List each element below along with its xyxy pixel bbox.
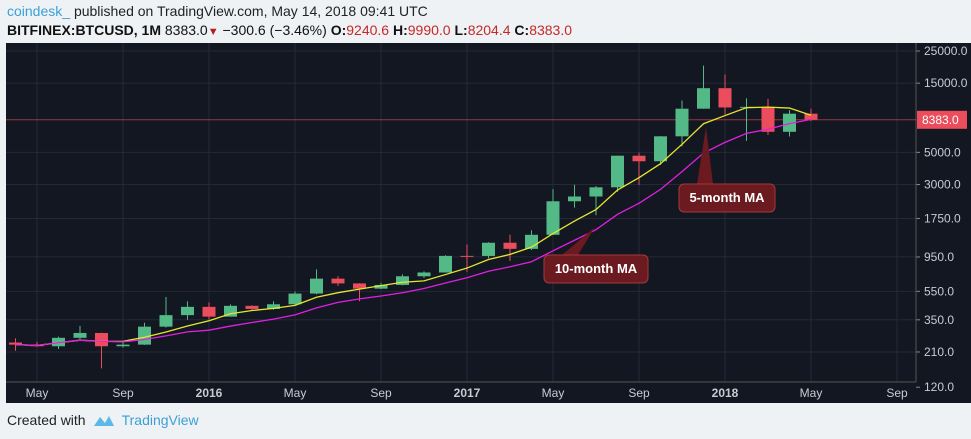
x-tick-label: May bbox=[542, 386, 565, 400]
candle-body bbox=[159, 315, 173, 327]
annotation-pointer bbox=[562, 227, 595, 255]
candle-body bbox=[460, 255, 474, 257]
price-change: −300.6 (−3.46%) bbox=[222, 22, 327, 38]
candle-body bbox=[288, 293, 302, 305]
y-tick-label: 15000.0 bbox=[924, 76, 968, 90]
candle-body bbox=[439, 255, 452, 273]
open-value: 9240.6 bbox=[346, 22, 390, 38]
y-tick-label: 550.0 bbox=[924, 284, 954, 298]
candle-body bbox=[654, 136, 667, 162]
candle-body bbox=[73, 332, 87, 338]
annotation-label: 5-month MA bbox=[689, 190, 765, 205]
symbol-info: BITFINEX:BTCUSD, 1M 8383.0▼ −300.6 (−3.4… bbox=[7, 22, 572, 38]
candle-body bbox=[503, 242, 517, 249]
candle-body bbox=[353, 283, 366, 289]
x-tick-label: 2016 bbox=[196, 386, 223, 400]
footer: Created with TradingView bbox=[7, 412, 199, 428]
candle-body bbox=[181, 306, 194, 316]
x-tick-label: May bbox=[26, 386, 49, 400]
symbol: BITFINEX:BTCUSD, 1M bbox=[7, 22, 161, 38]
candle-body bbox=[804, 113, 818, 120]
annotation-label: 10-month MA bbox=[555, 261, 638, 276]
chart-svg[interactable]: 25000.0 15000.0 5000.0 3000.0 1750.0 950.0 550… bbox=[6, 43, 971, 403]
candle-body bbox=[9, 342, 22, 345]
candle-body bbox=[761, 106, 775, 132]
x-tick-label: 2018 bbox=[712, 386, 739, 400]
candle-body bbox=[589, 187, 603, 197]
ma5-line bbox=[15, 106, 812, 347]
author-link[interactable]: coindesk_ bbox=[7, 3, 71, 19]
candle-body bbox=[396, 276, 409, 285]
annotation-box bbox=[678, 183, 776, 213]
last-price-label: 8383.0 bbox=[922, 113, 959, 127]
candle-body bbox=[267, 304, 280, 309]
tradingview-link[interactable]: TradingView bbox=[121, 412, 199, 428]
x-tick-label: May bbox=[284, 386, 307, 400]
y-tick-label: 210.0 bbox=[924, 345, 954, 359]
candle-body bbox=[52, 337, 65, 347]
candle-body bbox=[568, 196, 581, 202]
publish-info: coindesk_ published on TradingView.com, … bbox=[7, 3, 428, 19]
candle-body bbox=[224, 305, 237, 317]
x-tick-label: Sep bbox=[112, 386, 134, 400]
candle-body bbox=[718, 88, 732, 108]
y-tick-label: 950.0 bbox=[924, 250, 954, 264]
candle-body bbox=[632, 155, 646, 162]
close-label: C: bbox=[514, 22, 530, 38]
annotation-pointer bbox=[697, 127, 713, 184]
price-chart[interactable]: 25000.0 15000.0 5000.0 3000.0 1750.0 950.0 550… bbox=[6, 43, 971, 403]
y-tick-label: 5000.0 bbox=[924, 145, 961, 159]
x-tick-label: Sep bbox=[370, 386, 392, 400]
y-tick-label: 120.0 bbox=[924, 380, 954, 394]
ma10-line bbox=[15, 118, 812, 347]
created-with-text: Created with bbox=[7, 412, 86, 428]
candle-body bbox=[331, 278, 345, 284]
annotation-box bbox=[543, 254, 649, 284]
candle-body bbox=[482, 242, 495, 256]
open-label: O: bbox=[330, 22, 347, 38]
x-tick-label: Sep bbox=[628, 386, 650, 400]
candle-body bbox=[417, 272, 431, 277]
close-value: 8383.0 bbox=[529, 22, 573, 38]
high-value: 9990.0 bbox=[407, 22, 451, 38]
tradingview-logo-icon bbox=[93, 416, 114, 426]
candle-body bbox=[697, 88, 710, 109]
last-price-badge bbox=[917, 110, 967, 129]
y-tick-label: 3000.0 bbox=[924, 178, 961, 192]
low-value: 8204.4 bbox=[467, 22, 511, 38]
y-tick-label: 350.0 bbox=[924, 313, 954, 327]
candle-body bbox=[245, 305, 259, 309]
last-price: 8383.0 bbox=[164, 22, 208, 38]
y-tick-label: 25000.0 bbox=[924, 44, 968, 58]
candle-body bbox=[310, 278, 323, 294]
x-tick-label: 2017 bbox=[454, 386, 481, 400]
candle-body bbox=[95, 332, 108, 347]
candle-body bbox=[374, 284, 388, 289]
y-tick-label: 1750.0 bbox=[924, 211, 961, 225]
low-label: L: bbox=[454, 22, 468, 38]
candle-body bbox=[783, 113, 796, 132]
candle-body bbox=[202, 306, 216, 317]
candle-body bbox=[116, 344, 130, 347]
candle-body bbox=[675, 108, 689, 137]
x-tick-label: May bbox=[800, 386, 823, 400]
high-label: H: bbox=[392, 22, 408, 38]
x-tick-label: Sep bbox=[886, 386, 908, 400]
down-arrow-icon: ▼ bbox=[207, 26, 219, 38]
publish-text: published on TradingView.com, May 14, 20… bbox=[73, 3, 428, 19]
candle-body bbox=[546, 201, 560, 235]
candle-body bbox=[611, 155, 624, 188]
